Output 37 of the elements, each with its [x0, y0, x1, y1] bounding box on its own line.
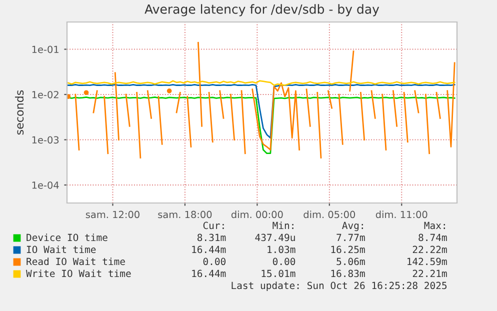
chart-title: Average latency for /dev/sdb - by day	[144, 4, 380, 16]
text: Cur:	[203, 222, 224, 230]
y-tick-label: 1e-04	[32, 181, 59, 189]
text: 16.25m	[331, 246, 365, 254]
text: Avg:	[342, 222, 363, 232]
legend-label: Read IO Wait time	[26, 258, 125, 266]
x-tick-label: dim. 05:00	[304, 210, 356, 218]
text: 8.74m	[418, 234, 447, 242]
text: 1.03m	[268, 246, 296, 254]
x-tick-label: dim. 11:00	[376, 210, 428, 218]
legend-label: Write IO Wait time	[26, 270, 131, 278]
text: 16.44m	[192, 246, 226, 254]
legend-label: IO Wait time	[26, 246, 96, 254]
legend-label: Device IO time	[26, 234, 108, 242]
text: 0.00	[203, 258, 226, 266]
y-tick-label: 1e-02	[32, 90, 58, 98]
x-tick-label: sam. 18:00	[158, 210, 212, 218]
text: 8.31m	[197, 234, 226, 242]
text: 16.44m	[192, 270, 226, 278]
text: 437.49u	[255, 234, 295, 242]
text: 15.01m	[262, 270, 296, 278]
text: 22.21m	[412, 270, 447, 277]
line-series	[68, 84, 456, 139]
text: Min:	[272, 222, 294, 229]
x-tick-label: sam. 12:00	[86, 210, 140, 218]
y-tick-label: 1e-01	[32, 46, 58, 54]
x-tick-label: dim. 00:00	[231, 210, 283, 218]
text: 5.06m	[336, 258, 365, 266]
text: 16.83m	[331, 270, 365, 278]
text: 142.59m	[407, 258, 447, 266]
text: 0.00	[272, 258, 296, 266]
text: Last update: Sun Oct 26 16:25:28 2025	[232, 282, 447, 292]
y-axis-title: seconds	[15, 90, 24, 135]
text: Max:	[424, 222, 445, 230]
y-tick-label: 1e-03	[32, 136, 59, 144]
text: 22.22m	[412, 246, 447, 253]
text: 7.77m	[336, 234, 365, 241]
